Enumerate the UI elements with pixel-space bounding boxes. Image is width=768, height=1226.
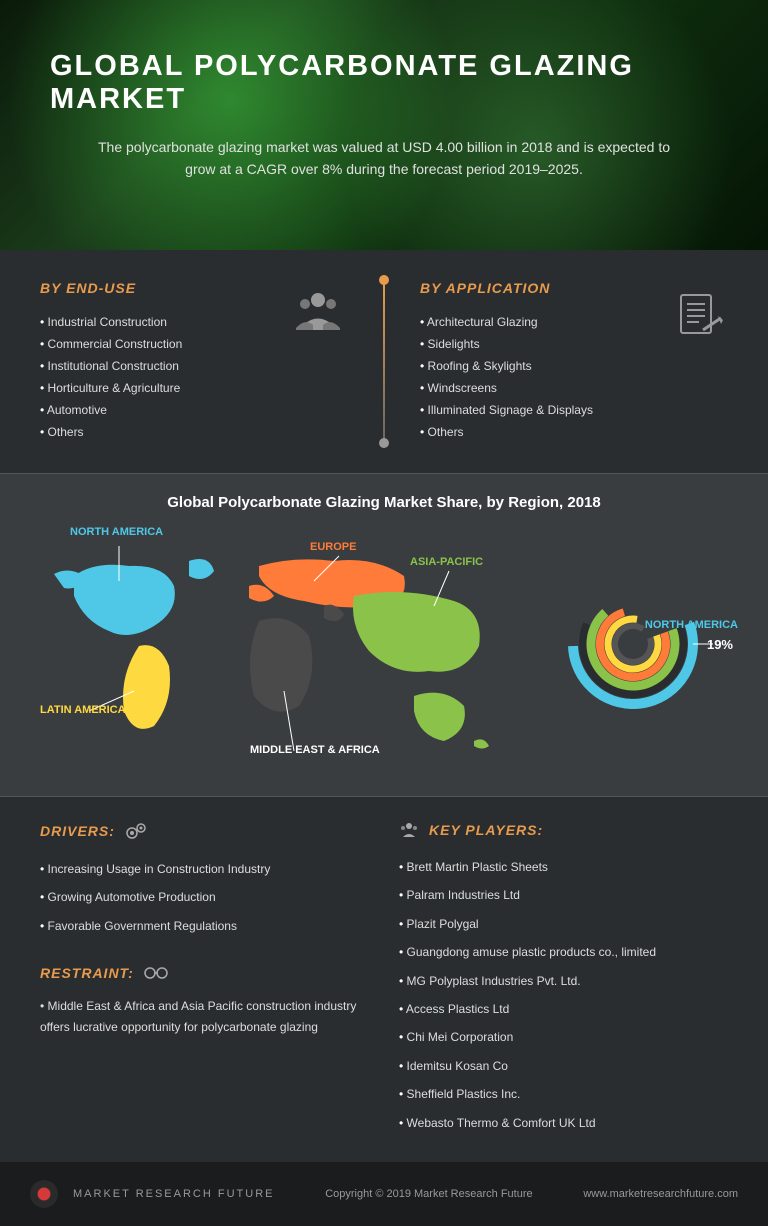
list-item: MG Polyplast Industries Pvt. Ltd.	[399, 967, 728, 995]
drivers-restraint-column: DRIVERS: Increasing Usage in Constructio…	[40, 822, 369, 1137]
list-item: Automotive	[40, 399, 268, 421]
list-item: Horticulture & Agriculture	[40, 377, 268, 399]
restraint-heading: RESTRAINT:	[40, 965, 369, 981]
donut-region-label: NORTH AMERICA	[645, 619, 738, 631]
region-label-la: LATIN AMERICA	[40, 704, 126, 716]
donut-chart	[563, 569, 713, 719]
list-item: Guangdong amuse plastic products co., li…	[399, 938, 728, 966]
region-label-ap: ASIA-PACIFIC	[410, 556, 483, 568]
donut-chart-area: NORTH AMERICA 19%	[538, 569, 738, 724]
list-item: Others	[420, 421, 648, 443]
restraint-text: • Middle East & Africa and Asia Pacific …	[40, 996, 369, 1037]
people-small-icon	[399, 822, 419, 838]
region-label-me: MIDDLE EAST & AFRICA	[250, 744, 380, 756]
segments-row: BY END-USE Industrial ConstructionCommer…	[0, 250, 768, 473]
page-title: GLOBAL POLYCARBONATE GLAZING MARKET	[50, 50, 718, 116]
list-item: Access Plastics Ltd	[399, 995, 728, 1023]
list-item: Windscreens	[420, 377, 648, 399]
list-item: Architectural Glazing	[420, 311, 648, 333]
end-use-heading: BY END-USE	[40, 280, 268, 296]
list-item: Chi Mei Corporation	[399, 1023, 728, 1051]
application-column: BY APPLICATION Architectural GlazingSide…	[420, 280, 648, 443]
map-title: Global Polycarbonate Glazing Market Shar…	[30, 494, 738, 511]
document-icon-box	[668, 280, 728, 443]
footer-logo-icon	[30, 1180, 58, 1208]
list-item: Institutional Construction	[40, 355, 268, 377]
list-item: Palram Industries Ltd	[399, 881, 728, 909]
list-item: Illuminated Signage & Displays	[420, 399, 648, 421]
application-list: Architectural GlazingSidelightsRoofing &…	[420, 311, 648, 443]
list-item: Idemitsu Kosan Co	[399, 1052, 728, 1080]
document-icon	[673, 290, 723, 340]
list-item: Sidelights	[420, 333, 648, 355]
end-use-column: BY END-USE Industrial ConstructionCommer…	[40, 280, 268, 443]
key-players-column: KEY PLAYERS: Brett Martin Plastic Sheets…	[399, 822, 728, 1137]
list-item: Sheffield Plastics Inc.	[399, 1080, 728, 1108]
list-item: Brett Martin Plastic Sheets	[399, 853, 728, 881]
world-map: NORTH AMERICA EUROPE ASIA-PACIFIC LATIN …	[30, 526, 518, 766]
people-icon	[293, 290, 343, 330]
list-item: Favorable Government Regulations	[40, 912, 369, 940]
application-heading: BY APPLICATION	[420, 280, 648, 296]
list-item: Webasto Thermo & Comfort UK Ltd	[399, 1109, 728, 1137]
drivers-heading: DRIVERS:	[40, 822, 369, 840]
drivers-list: Increasing Usage in Construction Industr…	[40, 855, 369, 940]
list-item: Commercial Construction	[40, 333, 268, 355]
list-item: Growing Automotive Production	[40, 883, 369, 911]
bottom-section: DRIVERS: Increasing Usage in Constructio…	[0, 797, 768, 1162]
key-players-heading: KEY PLAYERS:	[399, 822, 728, 838]
list-item: Roofing & Skylights	[420, 355, 648, 377]
list-item: Industrial Construction	[40, 311, 268, 333]
gears-icon	[125, 822, 147, 840]
key-players-list: Brett Martin Plastic SheetsPalram Indust…	[399, 853, 728, 1137]
donut-value: 19%	[707, 637, 733, 652]
footer: MARKET RESEARCH FUTURE Copyright © 2019 …	[0, 1162, 768, 1226]
footer-copyright: Copyright © 2019 Market Research Future	[289, 1188, 568, 1200]
footer-brand: MARKET RESEARCH FUTURE	[73, 1188, 274, 1200]
region-label-na: NORTH AMERICA	[70, 526, 163, 538]
list-item: Plazit Polygal	[399, 910, 728, 938]
footer-url: www.marketresearchfuture.com	[583, 1188, 738, 1200]
hero-banner: GLOBAL POLYCARBONATE GLAZING MARKET The …	[0, 0, 768, 250]
map-section: Global Polycarbonate Glazing Market Shar…	[0, 474, 768, 796]
vertical-divider	[383, 280, 385, 443]
list-item: Others	[40, 421, 268, 443]
list-item: Increasing Usage in Construction Industr…	[40, 855, 369, 883]
region-label-eu: EUROPE	[310, 541, 356, 553]
handcuffs-icon	[144, 966, 168, 980]
end-use-list: Industrial ConstructionCommercial Constr…	[40, 311, 268, 443]
hero-subtitle: The polycarbonate glazing market was val…	[84, 136, 684, 181]
people-icon-box	[288, 280, 348, 443]
